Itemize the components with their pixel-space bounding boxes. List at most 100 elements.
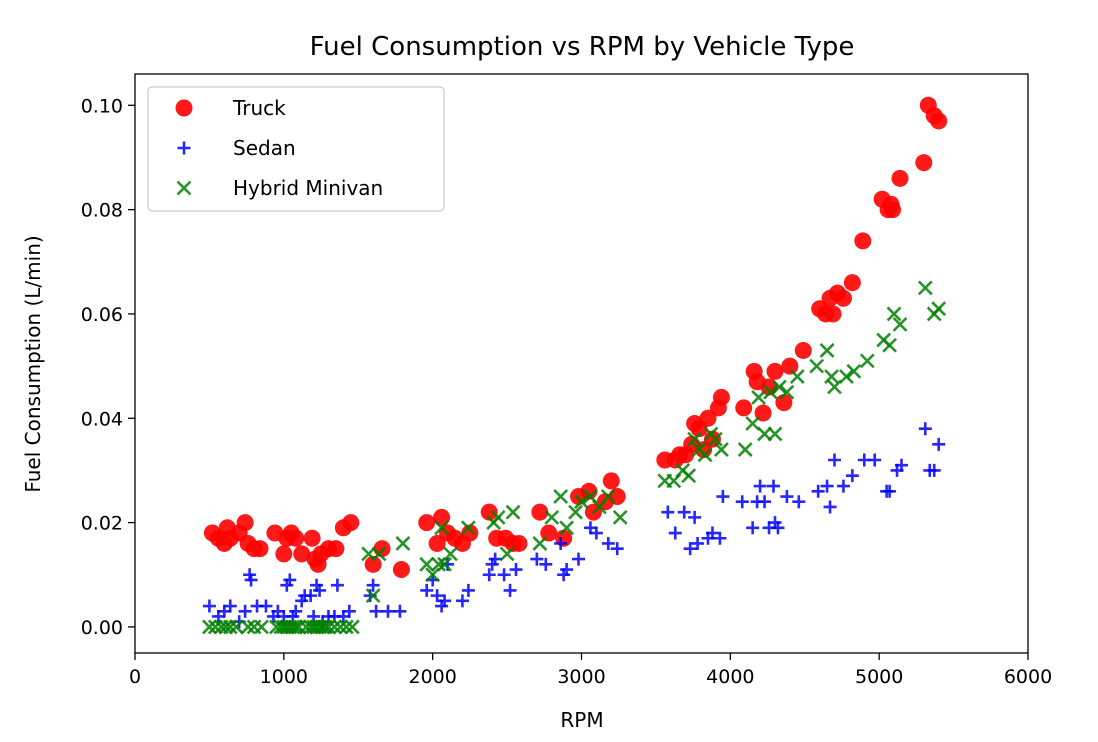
data-point-sedan (683, 542, 697, 556)
data-point-hybrid-minivan (737, 442, 753, 457)
data-point-hybrid-minivan (882, 337, 898, 353)
data-point-hybrid-minivan (425, 567, 441, 583)
data-point-sedan (283, 573, 297, 587)
data-point-sedan (688, 510, 702, 524)
data-point-sedan (330, 578, 344, 592)
data-point-hybrid-minivan (532, 536, 548, 551)
data-point-hybrid-minivan (809, 358, 825, 374)
data-point-sedan (758, 495, 772, 509)
data-point-hybrid-minivan (612, 509, 628, 525)
data-point-sedan (560, 563, 574, 577)
data-point-sedan (932, 437, 946, 451)
data-point-sedan (716, 490, 730, 504)
data-point-hybrid-minivan (505, 504, 521, 520)
data-point-sedan (610, 542, 624, 556)
data-point-sedan (883, 484, 897, 498)
data-point-truck (236, 514, 254, 532)
data-point-truck (843, 274, 861, 292)
x-tick-label: 5000 (855, 666, 903, 688)
x-tick-label: 2000 (408, 666, 456, 688)
data-point-truck (915, 154, 933, 172)
data-point-sedan (820, 479, 834, 493)
data-point-hybrid-minivan (434, 520, 450, 536)
data-point-hybrid-minivan (443, 546, 458, 562)
data-point-sedan (238, 604, 252, 618)
data-point-truck (287, 529, 305, 547)
data-point-hybrid-minivan (338, 619, 354, 635)
data-point-sedan (430, 589, 444, 603)
data-point-sedan (369, 604, 383, 618)
data-point-truck (293, 545, 311, 563)
data-point-hybrid-minivan (917, 280, 933, 296)
data-point-hybrid-minivan (371, 546, 387, 562)
data-point-sedan (746, 521, 760, 535)
data-point-truck (342, 514, 360, 532)
data-point-sedan (509, 563, 523, 577)
data-point-hybrid-minivan (789, 369, 805, 384)
data-point-hybrid-minivan (344, 619, 360, 635)
data-point-hybrid-minivan (559, 520, 575, 536)
data-point-hybrid-minivan (681, 468, 697, 484)
legend: Truck Sedan Hybrid Minivan (147, 86, 445, 212)
data-point-sedan (259, 599, 273, 613)
data-point-sedan (661, 505, 675, 519)
data-point-truck (531, 503, 549, 521)
data-point-sedan (223, 599, 237, 613)
data-point-truck (480, 503, 498, 521)
data-point-sedan (780, 490, 794, 504)
data-point-sedan (677, 505, 691, 519)
x-tick-label: 6000 (1004, 666, 1052, 688)
data-point-hybrid-minivan (779, 384, 795, 400)
data-point-sedan (668, 526, 682, 540)
data-point-hybrid-minivan (419, 556, 435, 572)
data-point-sedan (554, 536, 568, 550)
x-axis-label: RPM (560, 708, 603, 732)
data-point-sedan (342, 604, 356, 618)
data-point-truck (275, 545, 293, 563)
data-point-truck (699, 409, 717, 427)
data-point-truck (327, 540, 345, 558)
data-point-sedan (381, 604, 395, 618)
data-point-sedan (420, 583, 434, 597)
data-point-sedan (771, 521, 785, 535)
legend-box (147, 86, 445, 212)
data-point-truck (373, 540, 391, 558)
data-point-truck (930, 112, 948, 130)
data-point-sedan (792, 495, 806, 509)
data-point-sedan (691, 536, 705, 550)
data-point-hybrid-minivan (431, 556, 447, 572)
data-point-hybrid-minivan (460, 520, 476, 536)
data-point-truck (766, 362, 784, 380)
y-tick-label: 0.10 (81, 95, 123, 117)
data-point-hybrid-minivan (886, 306, 902, 322)
data-point-hybrid-minivan (490, 509, 506, 525)
data-point-hybrid-minivan (772, 379, 787, 395)
data-point-sedan (482, 568, 496, 582)
data-point-hybrid-minivan (763, 384, 778, 400)
data-point-hybrid-minivan (395, 536, 411, 551)
data-point-sedan (927, 463, 941, 477)
x-axis-ticks: 0 1000 2000 3000 4000 5000 6000 (129, 653, 1052, 688)
data-point-sedan (244, 573, 258, 587)
data-point-hybrid-minivan (201, 619, 217, 635)
data-point-hybrid-minivan (892, 316, 908, 332)
data-point-hybrid-minivan (285, 619, 301, 635)
data-point-sedan (845, 469, 859, 483)
data-point-hybrid-minivan (568, 504, 583, 520)
data-point-sedan (918, 422, 932, 436)
data-point-truck (251, 540, 269, 558)
data-point-hybrid-minivan (499, 546, 515, 562)
data-point-sedan (572, 552, 586, 566)
chart-title: Fuel Consumption vs RPM by Vehicle Type (310, 32, 855, 62)
data-point-hybrid-minivan (228, 619, 244, 635)
data-point-hybrid-minivan (859, 353, 875, 369)
y-axis-ticks: 0.00 0.02 0.04 0.06 0.08 0.10 (81, 95, 135, 639)
data-point-sedan (713, 531, 727, 545)
data-point-hybrid-minivan (240, 619, 256, 635)
data-point-hybrid-minivan (839, 369, 854, 384)
legend-marker-truck (175, 99, 193, 117)
data-point-truck (510, 534, 528, 552)
data-point-sedan (828, 453, 842, 467)
data-point-sedan (366, 578, 380, 592)
